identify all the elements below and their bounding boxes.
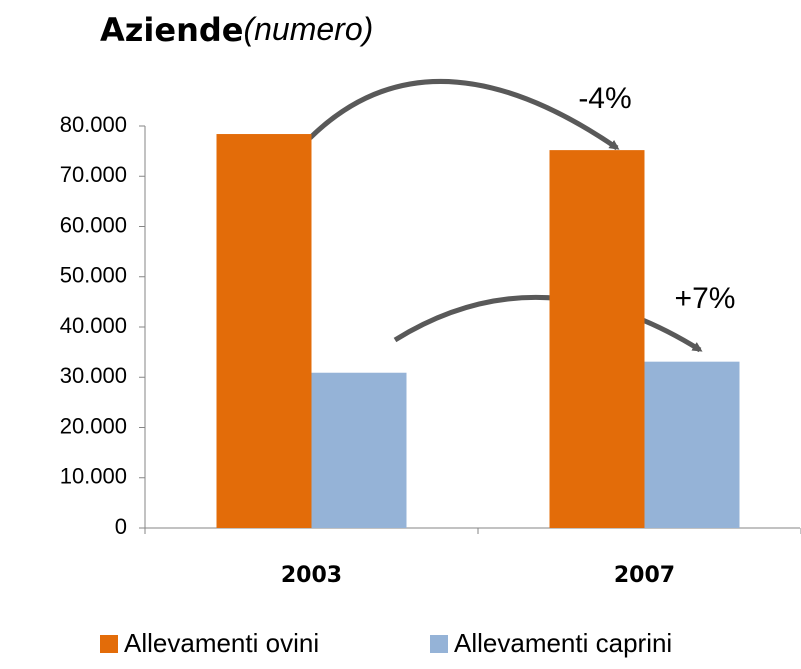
y-tick-label: 10.000 bbox=[60, 464, 127, 489]
arrow bbox=[393, 294, 703, 353]
bar bbox=[311, 372, 407, 528]
legend-label: Allevamenti caprini bbox=[454, 628, 672, 658]
y-tick-label: 60.000 bbox=[60, 212, 127, 237]
legend-label: Allevamenti ovini bbox=[124, 628, 319, 658]
arrow bbox=[308, 79, 620, 151]
chart-subtitle: (numero) bbox=[243, 11, 373, 47]
bar bbox=[549, 150, 645, 528]
y-tick-label: 30.000 bbox=[60, 363, 127, 388]
y-tick-label: 20.000 bbox=[60, 413, 127, 438]
y-tick-label: 0 bbox=[115, 514, 127, 539]
y-tick-label: 40.000 bbox=[60, 313, 127, 338]
chart-title-group: Aziende(numero) bbox=[100, 11, 373, 49]
bar bbox=[644, 361, 740, 528]
annotation: +7% bbox=[675, 282, 736, 315]
x-tick-label: 2003 bbox=[281, 563, 342, 588]
bar bbox=[216, 134, 312, 529]
x-tick-label: 2007 bbox=[614, 563, 675, 588]
annotation: -4% bbox=[578, 82, 631, 115]
y-tick-label: 80.000 bbox=[60, 112, 127, 137]
legend-swatch bbox=[100, 635, 118, 653]
chart-title: Aziende bbox=[100, 11, 243, 49]
legend-swatch bbox=[430, 635, 448, 653]
y-tick-label: 70.000 bbox=[60, 162, 127, 187]
y-tick-label: 50.000 bbox=[60, 263, 127, 288]
